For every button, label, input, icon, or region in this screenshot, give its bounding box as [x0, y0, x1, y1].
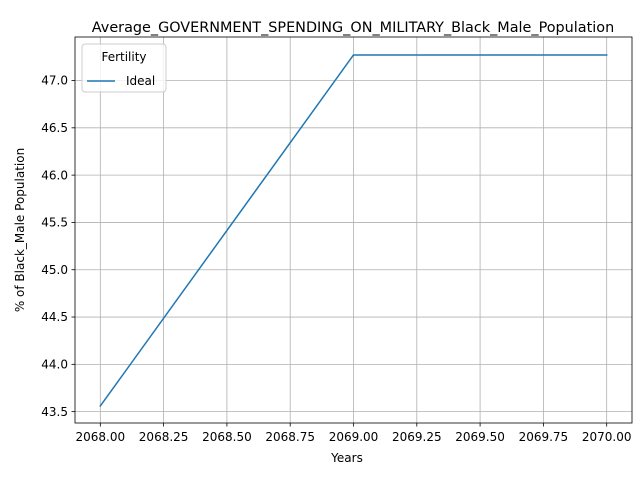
y-axis-ticks: 43.5 44.0 44.5 45.0 45.5 46.0 46.5 47.0 [41, 74, 75, 419]
x-tick-label: 2069.75 [519, 430, 569, 444]
y-tick-label: 45.0 [41, 263, 68, 277]
x-axis-ticks: 2068.00 2068.25 2068.50 2068.75 2069.00 2069.… [76, 423, 632, 444]
x-tick-label: 2068.75 [265, 430, 315, 444]
grid [75, 37, 632, 423]
chart-title: Average_GOVERNMENT_SPENDING_ON_MILITARY_… [92, 20, 614, 36]
x-tick-label: 2068.25 [139, 430, 189, 444]
y-tick-label: 46.5 [41, 121, 68, 135]
legend-label-ideal: Ideal [126, 74, 155, 88]
x-tick-label: 2070.00 [582, 430, 632, 444]
x-tick-label: 2068.00 [76, 430, 126, 444]
legend: Fertility Ideal [81, 43, 167, 93]
x-axis-label: Years [330, 451, 363, 465]
legend-box [81, 43, 167, 93]
y-tick-label: 47.0 [41, 74, 68, 88]
y-tick-label: 44.0 [41, 358, 68, 372]
y-axis-label: % of Black_Male Population [13, 148, 27, 312]
x-tick-label: 2069.50 [455, 430, 505, 444]
y-tick-label: 43.5 [41, 405, 68, 419]
y-tick-label: 45.5 [41, 216, 68, 230]
series-line-ideal [99, 54, 608, 408]
series-layer [99, 54, 608, 408]
x-tick-label: 2068.50 [202, 430, 252, 444]
x-tick-label: 2069.00 [329, 430, 379, 444]
y-tick-label: 44.5 [41, 310, 68, 324]
y-tick-label: 46.0 [41, 168, 68, 182]
legend-title: Fertility [101, 50, 146, 64]
x-tick-label: 2069.25 [392, 430, 442, 444]
